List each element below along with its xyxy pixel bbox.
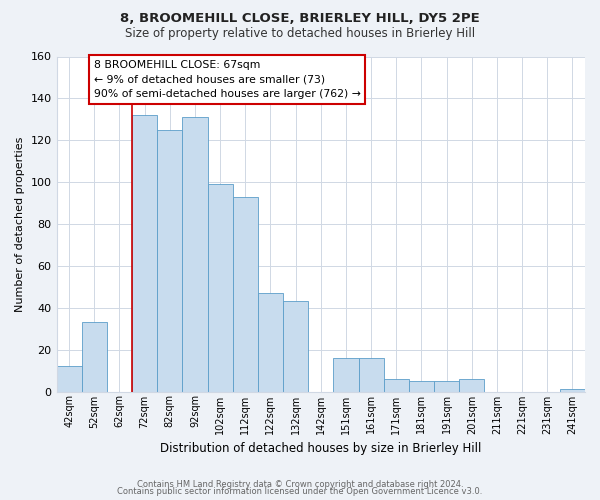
Bar (283, 302, 308, 392)
Bar (409, 381, 434, 392)
Bar (459, 379, 484, 392)
Bar (334, 358, 359, 392)
Text: Contains public sector information licensed under the Open Government Licence v3: Contains public sector information licen… (118, 487, 482, 496)
Y-axis label: Number of detached properties: Number of detached properties (15, 136, 25, 312)
Bar (82, 322, 107, 392)
Bar (359, 358, 383, 392)
Bar (233, 197, 258, 392)
Text: Size of property relative to detached houses in Brierley Hill: Size of property relative to detached ho… (125, 28, 475, 40)
Bar (56, 366, 82, 392)
Bar (208, 184, 233, 392)
Bar (182, 117, 208, 392)
Bar (258, 293, 283, 392)
Bar (132, 115, 157, 392)
Text: 8 BROOMEHILL CLOSE: 67sqm
← 9% of detached houses are smaller (73)
90% of semi-d: 8 BROOMEHILL CLOSE: 67sqm ← 9% of detach… (94, 60, 361, 100)
Bar (157, 130, 182, 392)
Text: Contains HM Land Registry data © Crown copyright and database right 2024.: Contains HM Land Registry data © Crown c… (137, 480, 463, 489)
Bar (434, 381, 459, 392)
Bar (383, 379, 409, 392)
Bar (560, 390, 585, 392)
X-axis label: Distribution of detached houses by size in Brierley Hill: Distribution of detached houses by size … (160, 442, 481, 455)
Text: 8, BROOMEHILL CLOSE, BRIERLEY HILL, DY5 2PE: 8, BROOMEHILL CLOSE, BRIERLEY HILL, DY5 … (120, 12, 480, 26)
